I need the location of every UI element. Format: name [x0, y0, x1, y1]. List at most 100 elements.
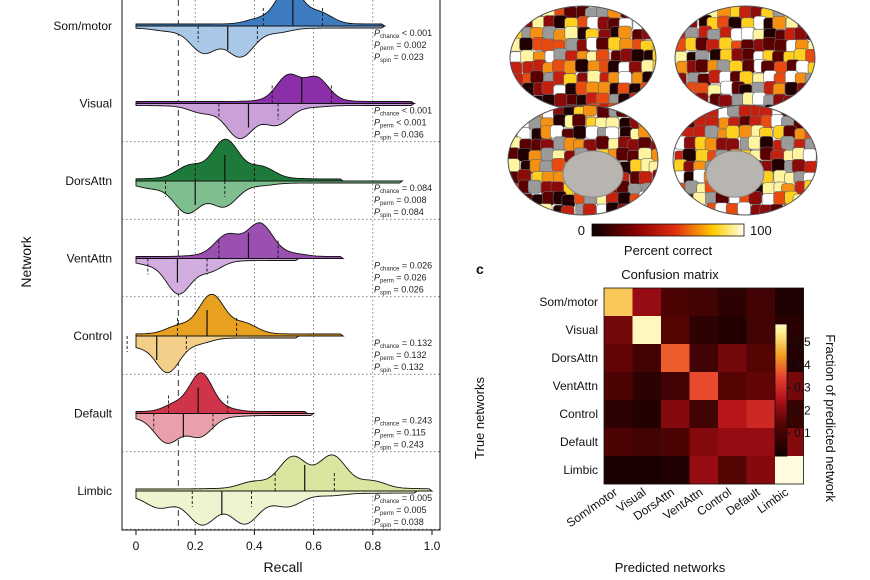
confusion-cell [632, 288, 662, 317]
brain-parcel [673, 205, 687, 215]
confusion-row-label: Control [559, 407, 598, 421]
colorbar-segment [775, 405, 787, 409]
confusion-cell [632, 400, 662, 429]
colorbar-segment [775, 383, 787, 387]
violin-bottom-half [135, 258, 301, 295]
brain-parcel [528, 203, 542, 215]
brain-outline [507, 104, 659, 216]
colorbar-segment [775, 416, 787, 420]
brain-parcel [508, 105, 520, 120]
x-tick-label: 1.0 [424, 539, 441, 553]
brain-parcel [510, 18, 522, 33]
brain-parcel [805, 6, 815, 18]
colorbar-segment [775, 445, 787, 448]
brain-parcel [796, 82, 811, 97]
brain-parcel [795, 103, 810, 110]
colorbar-segment [775, 436, 787, 439]
brain-parcel [509, 115, 524, 129]
violin-bottom-half [135, 490, 419, 526]
p-value-spin: Pspin = 0.038 [374, 517, 424, 529]
colorbar-segment [775, 387, 787, 391]
brain-parcel [627, 202, 642, 215]
confusion-row-label: Default [560, 435, 599, 449]
confusion-cell [604, 428, 633, 457]
violin-bottom-half [135, 413, 316, 444]
confusion-cell [746, 344, 776, 373]
confusion-colorbar: 0.5 0.4 0.3 0.2 0.1 [774, 323, 811, 457]
colorbar-segment [775, 346, 787, 349]
brain-parcel [802, 148, 817, 163]
colorbar-segment [775, 335, 787, 338]
colorbar-segment [775, 326, 787, 329]
brain-parcel [510, 91, 522, 106]
confusion-cell [718, 344, 747, 373]
colorbar-segment [775, 328, 787, 332]
confusion-cell [718, 456, 747, 485]
brain-parcel [674, 192, 688, 206]
confusion-cell [661, 372, 690, 401]
colorbar-segment [775, 372, 787, 376]
brain-left-medial [507, 104, 659, 216]
confusion-cell [689, 428, 719, 457]
colorbar-segment [775, 363, 787, 367]
confusion-y-axis-title: True networks [472, 377, 487, 459]
network-label: Limbic [77, 484, 112, 498]
confusion-column-label: Limbic [755, 485, 791, 516]
brain-parcel [516, 105, 531, 118]
brain-parcel [683, 105, 698, 119]
network-label: Som/motor [53, 19, 112, 33]
brain-parcel [641, 59, 655, 74]
brain-parcel [632, 6, 647, 20]
violin-top-half [135, 138, 345, 182]
confusion-cell [689, 316, 719, 345]
brain-parcel [582, 105, 597, 117]
colorbar-segment [775, 423, 787, 426]
confusion-matrix-panel: c Confusion matrix Som/motor Som/motor Vis… [472, 261, 838, 575]
colorbar-segment [775, 392, 787, 395]
confusion-matrix-title: Confusion matrix [621, 267, 719, 282]
confusion-x-axis-title: Predicted networks [615, 560, 726, 575]
brain-parcel [554, 93, 568, 107]
brain-parcel [519, 203, 534, 215]
brain-parcel [814, 182, 817, 196]
brain-parcel [805, 26, 815, 40]
confusion-column-label: Default [723, 485, 763, 519]
colorbar-segment [775, 352, 787, 356]
colorbar-tick-label: 0.2 [794, 403, 811, 417]
colorbar-segment [775, 442, 787, 446]
colorbar-segment [775, 343, 787, 347]
brain-parcel [572, 125, 587, 140]
colorbar-segment [775, 359, 787, 362]
brain-parcel [652, 40, 656, 54]
colorbar-segment [775, 374, 787, 378]
colorbar-segment [775, 332, 787, 336]
brain-parcel [653, 84, 656, 99]
colorbar-segment [775, 449, 787, 453]
brain-parcel [794, 27, 808, 41]
brain-parcel [618, 25, 632, 40]
confusion-matrix-cells [603, 287, 804, 485]
brain-outline [672, 104, 818, 216]
confusion-cell [746, 316, 776, 345]
confusion-cell [718, 372, 747, 401]
brain-parcel [641, 6, 656, 19]
brain-parcel [780, 135, 795, 150]
p-value-spin: Pspin = 0.026 [374, 285, 424, 297]
brain-parcel [791, 159, 806, 173]
confusion-cell [689, 372, 719, 401]
confusion-cell [661, 400, 690, 429]
brain-parcel [508, 191, 523, 206]
colorbar-segment [775, 427, 787, 431]
colorbar-segment [775, 425, 787, 428]
brain-parcel [551, 158, 566, 172]
brain-left-lateral [509, 5, 657, 111]
confusion-cell [604, 316, 633, 345]
brain-parcel [695, 205, 709, 215]
brain-parcel [772, 16, 786, 30]
p-value-perm: Pperm = 0.026 [374, 273, 426, 285]
colorbar-segment [775, 339, 787, 343]
brain-parcel [638, 125, 652, 140]
